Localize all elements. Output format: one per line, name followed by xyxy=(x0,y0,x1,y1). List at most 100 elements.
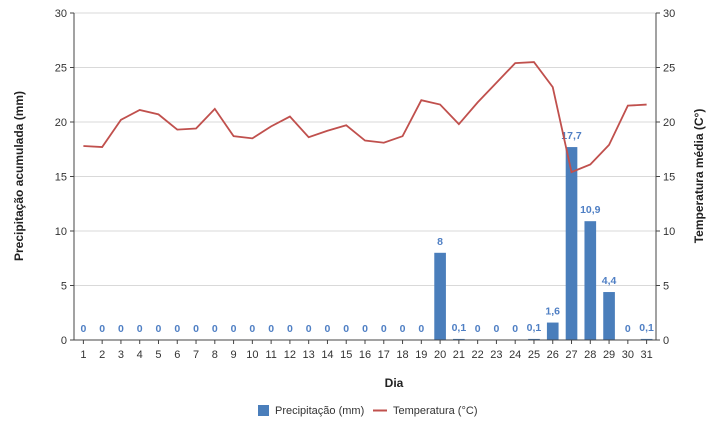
axes xyxy=(70,12,660,344)
x-tick-label: 4 xyxy=(137,349,143,361)
x-tick-label: 1 xyxy=(80,349,86,361)
x-tick-label: 11 xyxy=(265,349,276,361)
data-label: 0 xyxy=(362,323,368,335)
data-label: 0 xyxy=(493,323,499,335)
x-tick-label: 31 xyxy=(640,349,652,361)
x-tick-label: 8 xyxy=(212,349,218,361)
data-label: 0 xyxy=(231,323,237,335)
x-tick-label: 25 xyxy=(528,349,540,361)
data-label: 0 xyxy=(156,323,162,335)
precipitation-bar xyxy=(584,221,597,340)
data-label: 8 xyxy=(437,236,443,248)
x-tick-label: 10 xyxy=(246,349,258,361)
precipitation-bar xyxy=(603,292,615,340)
data-label: 0 xyxy=(212,323,218,335)
precipitation-bars xyxy=(434,147,653,340)
y-tick-label: 0 xyxy=(61,335,67,347)
x-tick-label: 13 xyxy=(303,349,315,361)
data-label: 0 xyxy=(381,323,387,335)
data-label: 0 xyxy=(137,323,143,335)
data-label: 0 xyxy=(193,323,199,335)
y2-tick-label: 5 xyxy=(663,281,669,293)
data-label: 4,4 xyxy=(602,275,617,287)
data-label: 0 xyxy=(80,323,86,335)
y-tick-label: 25 xyxy=(55,63,67,75)
y2-tick-label: 15 xyxy=(663,172,675,184)
precipitation-bar xyxy=(434,252,446,340)
data-label: 0 xyxy=(475,323,481,335)
x-tick-label: 23 xyxy=(490,349,502,361)
data-label: 0 xyxy=(625,323,631,335)
x-tick-label: 26 xyxy=(547,349,559,361)
x-tick-label: 21 xyxy=(453,349,465,361)
x-axis-title: Dia xyxy=(385,376,404,390)
x-tick-label: 3 xyxy=(118,349,124,361)
data-label: 0 xyxy=(268,323,274,335)
data-label: 0 xyxy=(306,323,312,335)
x-tick-label: 6 xyxy=(174,349,180,361)
legend: Precipitação (mm) Temperatura (°C) xyxy=(258,405,477,417)
x-axis-ticks: 1 2 3 4 5 6 7 8 9 10 11 12 13 14 15 16 17 18 19 20 21 22 23 24 2… xyxy=(80,349,652,361)
data-label: 0 xyxy=(400,323,406,335)
precipitation-bar xyxy=(546,322,559,340)
data-label: 0,1 xyxy=(452,322,467,334)
x-tick-label: 5 xyxy=(155,349,161,361)
x-tick-label: 9 xyxy=(231,349,237,361)
data-label: 0 xyxy=(512,323,518,335)
data-label: 0 xyxy=(325,323,331,335)
x-tick-label: 20 xyxy=(434,349,446,361)
y-axis-title: Precipitação acumulada (mm) xyxy=(12,91,26,261)
y2-tick-label: 25 xyxy=(663,63,675,75)
x-tick-label: 2 xyxy=(99,349,105,361)
x-tick-label: 19 xyxy=(415,349,427,361)
precipitation-bar xyxy=(640,338,653,340)
precipitation-bar xyxy=(528,338,540,340)
temperature-line xyxy=(83,61,647,174)
data-label: 0 xyxy=(418,323,424,335)
x-tick-label: 15 xyxy=(340,349,352,361)
precipitation-bar xyxy=(453,338,465,340)
x-tick-label: 29 xyxy=(603,349,615,361)
y-tick-label: 20 xyxy=(55,117,67,129)
precipitation-bar xyxy=(565,147,578,340)
legend-label-temperature: Temperatura (°C) xyxy=(393,405,477,417)
y-tick-label: 15 xyxy=(55,172,67,184)
data-labels: 0 0 0 0 0 0 0 0 0 0 0 0 0 0 0 0 0 0 080,1 0 0 0 0,11,617,710,9… xyxy=(80,130,654,335)
x-tick-label: 24 xyxy=(509,349,521,361)
x-tick-label: 12 xyxy=(284,349,296,361)
y2-tick-label: 0 xyxy=(663,335,669,347)
legend-swatch-precipitation xyxy=(258,405,269,416)
x-tick-label: 14 xyxy=(321,349,333,361)
x-tick-label: 16 xyxy=(359,349,371,361)
y2-tick-label: 10 xyxy=(663,226,675,238)
data-label: 17,7 xyxy=(561,130,582,142)
data-label: 0 xyxy=(118,323,124,335)
data-label: 1,6 xyxy=(545,306,560,318)
x-tick-label: 17 xyxy=(378,349,390,361)
data-label: 0 xyxy=(99,323,105,335)
y2-axis-ticks: 0 5 10 15 20 25 30 xyxy=(663,8,675,347)
data-label: 10,9 xyxy=(580,204,601,216)
data-label: 0 xyxy=(174,323,180,335)
data-label: 0,1 xyxy=(639,322,654,334)
x-tick-label: 7 xyxy=(193,349,199,361)
y2-tick-label: 30 xyxy=(663,8,675,20)
x-tick-label: 18 xyxy=(396,349,408,361)
y2-axis-title: Temperatura média (C°) xyxy=(692,109,706,244)
legend-label-precipitation: Precipitação (mm) xyxy=(275,405,364,417)
gridlines xyxy=(74,12,656,286)
x-tick-label: 30 xyxy=(622,349,634,361)
y-tick-label: 30 xyxy=(55,8,67,20)
x-tick-label: 22 xyxy=(472,349,484,361)
data-label: 0 xyxy=(343,323,349,335)
x-tick-label: 28 xyxy=(584,349,596,361)
data-label: 0 xyxy=(249,323,255,335)
y-axis-ticks: 0 5 10 15 20 25 30 xyxy=(55,8,67,347)
data-label: 0,1 xyxy=(527,322,542,334)
y-tick-label: 5 xyxy=(61,281,67,293)
y-tick-label: 10 xyxy=(55,226,67,238)
data-label: 0 xyxy=(287,323,293,335)
y2-tick-label: 20 xyxy=(663,117,675,129)
x-tick-label: 27 xyxy=(565,349,577,361)
